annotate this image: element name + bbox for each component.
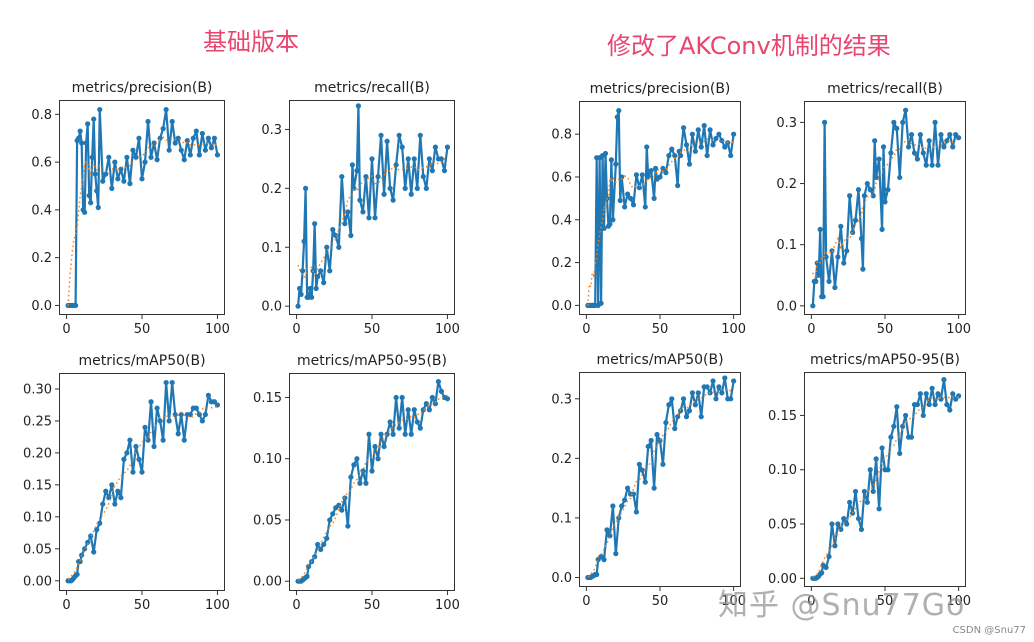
svg-text:0.0: 0.0 — [776, 299, 797, 314]
group-title-akconv: 修改了AKConv机制的结果 — [607, 32, 891, 60]
svg-text:0.1: 0.1 — [261, 241, 282, 256]
svg-text:0.25: 0.25 — [23, 414, 52, 429]
svg-text:0.2: 0.2 — [551, 452, 572, 467]
svg-text:0.3: 0.3 — [551, 392, 572, 407]
svg-text:0: 0 — [292, 322, 300, 337]
svg-text:100: 100 — [721, 594, 746, 609]
footer-credit: CSDN @Snu77 — [952, 625, 1026, 636]
chart-title: metrics/recall(B) — [827, 81, 943, 97]
svg-text:0.00: 0.00 — [768, 572, 797, 587]
svg-text:0.05: 0.05 — [768, 518, 797, 533]
svg-text:50: 50 — [134, 322, 151, 337]
svg-text:0.6: 0.6 — [31, 156, 52, 171]
chart-title: metrics/mAP50-95(B) — [810, 352, 960, 368]
svg-text:50: 50 — [364, 322, 381, 337]
group-title-baseline: 基础版本 — [203, 28, 299, 56]
svg-text:50: 50 — [134, 598, 151, 613]
svg-text:0.2: 0.2 — [31, 251, 52, 266]
chart-title: metrics/mAP50(B) — [596, 352, 723, 368]
svg-text:100: 100 — [205, 598, 230, 613]
svg-text:0: 0 — [807, 322, 815, 337]
svg-text:0: 0 — [62, 598, 70, 613]
chart-title: metrics/mAP50-95(B) — [297, 353, 447, 369]
svg-text:0.00: 0.00 — [253, 575, 282, 590]
svg-text:0.00: 0.00 — [23, 574, 52, 589]
svg-text:0: 0 — [807, 594, 815, 609]
svg-text:0.15: 0.15 — [23, 478, 52, 493]
watermark: 知乎 @Snu77Go — [718, 588, 966, 623]
svg-text:0.3: 0.3 — [776, 116, 797, 131]
svg-text:50: 50 — [877, 594, 894, 609]
chart-baseline-map50: metrics/mAP50(B) 0.00 0.05 0.10 0.15 0.20 0.25… — [23, 353, 230, 613]
svg-text:0.10: 0.10 — [23, 510, 52, 525]
svg-text:0.15: 0.15 — [768, 409, 797, 424]
svg-text:50: 50 — [364, 598, 381, 613]
svg-text:50: 50 — [877, 322, 894, 337]
chart-baseline-map50-95: metrics/mAP50-95(B) 0.00 0.05 0.10 0.15 0 50 10… — [253, 353, 460, 613]
svg-text:0.20: 0.20 — [23, 446, 52, 461]
svg-text:0.1: 0.1 — [551, 511, 572, 526]
svg-text:100: 100 — [946, 594, 971, 609]
svg-text:100: 100 — [721, 322, 746, 337]
svg-text:0.4: 0.4 — [31, 203, 52, 218]
chart-title: metrics/precision(B) — [590, 81, 731, 97]
svg-text:0.15: 0.15 — [253, 391, 282, 406]
chart-akconv-map50-95: metrics/mAP50-95(B) 0.00 0.05 0.10 0.15 0 50 10… — [768, 352, 971, 609]
svg-text:0.10: 0.10 — [768, 463, 797, 478]
svg-text:0.2: 0.2 — [261, 182, 282, 197]
chart-baseline-precision: metrics/precision(B) 0.0 0.2 0.4 0.6 0.8 0 50 10… — [31, 80, 230, 337]
svg-text:50: 50 — [652, 322, 669, 337]
svg-text:0: 0 — [292, 598, 300, 613]
svg-text:100: 100 — [435, 598, 460, 613]
svg-text:0.6: 0.6 — [551, 170, 572, 185]
chart-akconv-recall: metrics/recall(B) 0.0 0.1 0.2 0.3 0 50 100 — [776, 81, 971, 337]
svg-text:100: 100 — [946, 322, 971, 337]
svg-text:0.05: 0.05 — [253, 513, 282, 528]
chart-title: metrics/recall(B) — [314, 80, 430, 96]
svg-text:0.8: 0.8 — [551, 128, 572, 143]
svg-text:0.8: 0.8 — [31, 108, 52, 123]
svg-text:50: 50 — [652, 594, 669, 609]
chart-title: metrics/mAP50(B) — [78, 353, 205, 369]
svg-text:0: 0 — [582, 322, 590, 337]
svg-text:0.0: 0.0 — [551, 299, 572, 314]
chart-baseline-recall: metrics/recall(B) 0.0 0.1 0.2 0.3 0 50 100 — [261, 80, 460, 337]
svg-text:0.0: 0.0 — [551, 571, 572, 586]
svg-text:0.30: 0.30 — [23, 382, 52, 397]
svg-text:100: 100 — [435, 322, 460, 337]
svg-text:0: 0 — [582, 594, 590, 609]
chart-akconv-precision: metrics/precision(B) 0.0 0.2 0.4 0.6 0.8 0 50 10… — [551, 81, 746, 337]
svg-text:0.4: 0.4 — [551, 213, 572, 228]
svg-text:0.3: 0.3 — [261, 123, 282, 138]
svg-text:0.2: 0.2 — [776, 177, 797, 192]
svg-text:0.05: 0.05 — [23, 542, 52, 557]
svg-text:0.0: 0.0 — [261, 300, 282, 315]
chart-akconv-map50: metrics/mAP50(B) 0.0 0.1 0.2 0.3 0 50 100 — [551, 352, 746, 609]
svg-text:0.2: 0.2 — [551, 256, 572, 271]
svg-text:0.1: 0.1 — [776, 238, 797, 253]
svg-text:0.10: 0.10 — [253, 452, 282, 467]
svg-text:0: 0 — [62, 322, 70, 337]
svg-text:0.0: 0.0 — [31, 299, 52, 314]
svg-text:100: 100 — [205, 322, 230, 337]
chart-title: metrics/precision(B) — [72, 80, 213, 96]
